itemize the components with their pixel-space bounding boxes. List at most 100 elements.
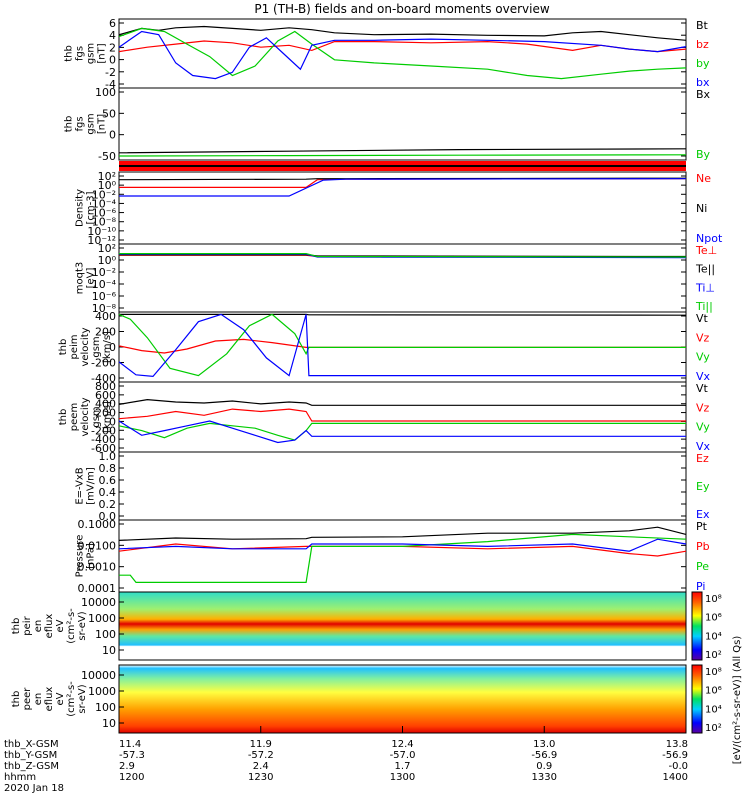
y-tick-label: 10⁻⁸ (92, 216, 117, 229)
y-tick-label: 6 (109, 17, 116, 30)
series-line-Vz (118, 408, 686, 422)
spectrogram-field (119, 592, 686, 660)
y-axis-label-line: peir (22, 615, 33, 635)
time-tick-label: 11.4 (119, 739, 141, 750)
spectrogram-field (119, 665, 686, 733)
panel-frame (118, 87, 687, 161)
y-tick-label: -4 (105, 78, 116, 91)
time-axis-row-label: 2020 Jan 18 (4, 783, 64, 794)
series-line-Pt (118, 526, 687, 541)
y-tick-label: 0 (109, 341, 116, 354)
legend-Vz: Vz (696, 401, 710, 414)
y-axis-label-line: en (33, 693, 44, 706)
colorbar (691, 591, 703, 661)
colorbar-tick-label: 10⁸ (705, 594, 722, 605)
y-axis-label-line: eflux (44, 614, 55, 639)
y-axis-label-line: peim (69, 334, 80, 359)
y-tick-label: 0 (109, 415, 116, 428)
y-axis-label-line: thb (58, 409, 69, 426)
y-axis-label: thbpeimvelocitygsm[km/s] (58, 327, 113, 366)
y-axis-label-line: velocity (80, 397, 91, 436)
series-line-By (118, 154, 687, 157)
time-tick-label: 12.4 (391, 739, 413, 750)
y-tick-label: -2 (105, 66, 116, 79)
series-line-Npot (119, 178, 687, 197)
y-tick-label: 0.8 (99, 462, 117, 475)
panel-fgs_lin: 100 50 0 -50 thbfgsgsm[nT] Bx By (64, 86, 711, 163)
y-axis-label: Pressure[nPa] (75, 535, 97, 578)
y-axis-label-line: [nPa] (86, 543, 97, 569)
legend-Pi: Pi (696, 580, 705, 593)
y-tick-label: 200 (95, 407, 116, 420)
y-tick-label: 0.6 (99, 474, 117, 487)
legend-Ti||: Ti|| (695, 300, 713, 313)
legend-Te||: Te|| (695, 263, 715, 276)
y-axis-label-line: velocity (80, 327, 91, 366)
time-tick-label: -56.9 (531, 750, 557, 761)
spectrogram-frame (118, 591, 687, 661)
y-tick-label: 400 (95, 398, 116, 411)
y-axis-label-line: Pressure (75, 535, 86, 578)
legend-Npot: Npot (696, 232, 723, 245)
plot-title: P1 (TH-B) fields and on-board moments ov… (254, 2, 550, 16)
legend-bx: bx (696, 76, 710, 89)
panel-frame (118, 381, 687, 453)
y-tick-label: 600 (95, 389, 116, 402)
time-tick-label: 2.9 (119, 761, 135, 772)
legend-Vy: Vy (696, 421, 710, 434)
legend-by: by (696, 57, 710, 70)
y-axis-label: thbpeirenefluxeV(cm²-s-sr-eV) (11, 608, 88, 644)
panel-frame (118, 519, 687, 593)
colorbar-tick-label: 10² (705, 650, 722, 661)
y-tick-label: 0.2 (99, 498, 117, 511)
y-tick-label: 1000 (88, 612, 116, 625)
legend-Te⊥: Te⊥ (695, 244, 717, 257)
legend-bz: bz (696, 38, 709, 51)
legend-Ez: Ez (696, 452, 709, 465)
y-tick-label: 0.4 (99, 486, 117, 499)
y-tick-label: 0 (109, 54, 116, 67)
y-tick-label: 10² (98, 242, 116, 255)
y-axis-label-line: sr-eV) (77, 684, 88, 713)
colorbar-label: [eV/(cm²-s-sr-eV)] (All Qs) (732, 636, 743, 765)
series-line-Vx (118, 313, 686, 378)
panel-frame (118, 451, 687, 521)
series-line-bx (118, 30, 687, 80)
y-axis-label-line: peem (69, 403, 80, 431)
y-tick-label: 10⁻⁴ (92, 278, 117, 291)
y-tick-label: 100 (95, 628, 116, 641)
time-tick-label: 1330 (532, 772, 557, 783)
panel-density: 10²10⁰10⁻²10⁻⁴10⁻⁶10⁻⁸10⁻¹⁰10⁻¹²Density[… (75, 170, 723, 247)
y-axis-label-line: Density (75, 189, 86, 227)
y-axis-label: thbpeemvelocitygsm[km/s] (58, 397, 113, 436)
colorbar-tick-label: 10² (705, 723, 722, 734)
y-tick-label: 0.0 (99, 510, 117, 523)
time-tick-label: -0.0 (668, 761, 688, 772)
y-axis-label-line: eflux (44, 687, 55, 712)
y-tick-label: 10 (102, 644, 116, 657)
time-tick-label: 1300 (390, 772, 415, 783)
y-axis-label-line: thb (11, 618, 22, 635)
series-line-Pe (119, 533, 687, 584)
y-axis-label: thbfgsgsm[nT] (64, 43, 108, 64)
time-axis-row-label: thb_Y-GSM (4, 750, 57, 761)
time-tick-label: 11.9 (250, 739, 272, 750)
y-axis-label-line: gsm (86, 113, 97, 134)
spectrogram-peir: 10000 1000 100 10 thbpeirenefluxeV(cm²-s-sr-… (11, 591, 722, 661)
legend-Ex: Ex (696, 508, 710, 521)
y-axis-label-line: [mV/m] (86, 467, 97, 505)
y-tick-label: -400 (91, 372, 116, 385)
y-axis-label-line: thb (11, 691, 22, 708)
y-tick-label: 50 (102, 107, 116, 120)
y-axis-label-line: gsm (86, 43, 97, 64)
y-axis-label-line: [nT] (97, 114, 108, 134)
y-axis-label: Density[cm-3] (75, 189, 97, 227)
series-line-Pi (118, 538, 687, 552)
y-tick-label: 0 (109, 129, 116, 142)
legend-Pb: Pb (696, 540, 710, 553)
y-axis-label-line: (cm²-s- (66, 608, 77, 644)
series-line-Vx (118, 420, 686, 444)
legend-Vx: Vx (696, 440, 711, 453)
